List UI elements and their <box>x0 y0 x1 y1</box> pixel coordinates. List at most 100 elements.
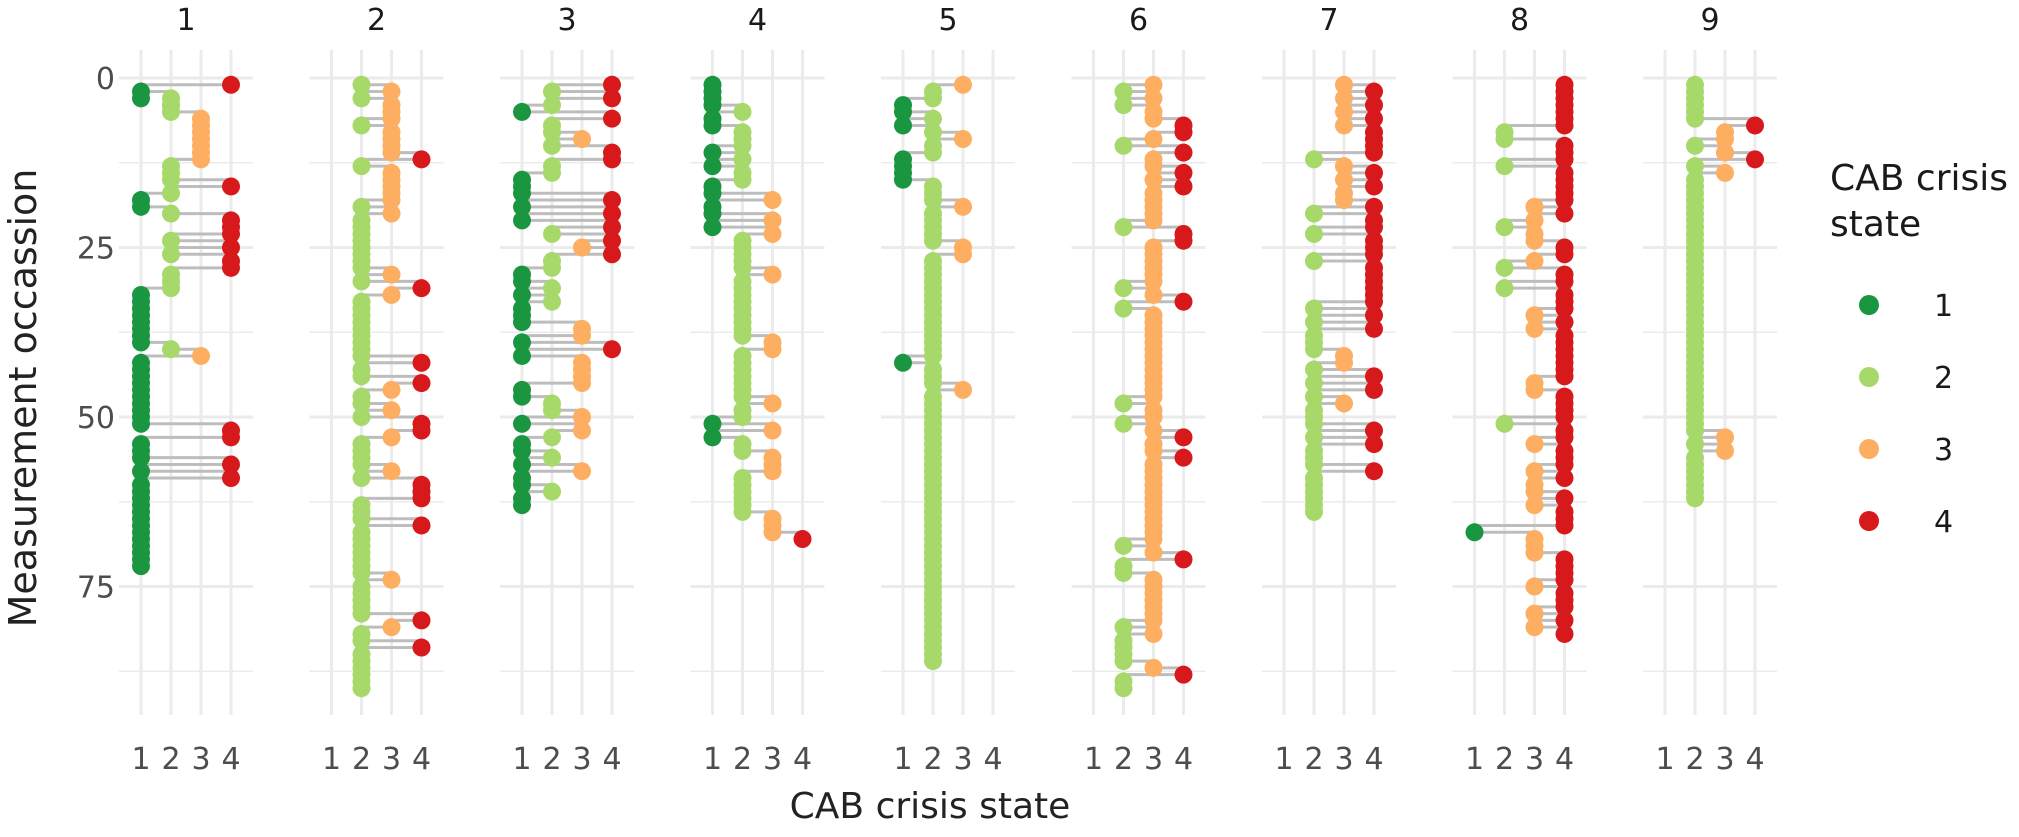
data-point <box>1144 157 1163 176</box>
y-tick-label: 50 <box>77 401 115 436</box>
x-axis-title: CAB crisis state <box>790 786 1071 827</box>
data-point <box>1114 679 1133 698</box>
data-point <box>352 367 371 386</box>
facet-label: 7 <box>1319 3 1338 38</box>
x-tick-label: 3 <box>1525 742 1544 777</box>
data-point <box>1525 604 1544 623</box>
x-tick-label: 4 <box>1745 742 1764 777</box>
data-point <box>603 245 621 264</box>
data-point <box>1144 611 1163 630</box>
x-tick-label: 4 <box>221 742 240 777</box>
data-point <box>924 109 942 128</box>
data-point <box>132 448 150 467</box>
x-tick-label: 4 <box>983 742 1002 777</box>
x-tick-label: 3 <box>763 742 782 777</box>
data-point <box>412 489 431 508</box>
x-tick-label: 1 <box>1084 742 1103 777</box>
data-point <box>352 408 371 426</box>
x-tick-label: 4 <box>1364 742 1383 777</box>
data-point <box>222 238 240 257</box>
data-point <box>1335 89 1353 108</box>
data-point <box>1174 123 1193 142</box>
data-point <box>1716 441 1734 460</box>
data-point <box>1525 231 1544 250</box>
data-point <box>703 184 722 203</box>
data-point <box>382 285 401 304</box>
data-point <box>1555 191 1574 210</box>
data-point <box>1746 150 1764 169</box>
data-point <box>1174 163 1193 182</box>
data-point <box>513 197 531 216</box>
data-point <box>162 340 180 359</box>
data-point <box>1144 211 1163 230</box>
data-point <box>1555 455 1574 474</box>
data-point <box>222 258 240 277</box>
data-point <box>1555 245 1574 264</box>
data-point <box>132 89 150 108</box>
data-point <box>1716 163 1734 182</box>
data-point <box>733 502 752 521</box>
data-point <box>543 224 561 243</box>
data-point <box>924 89 942 108</box>
data-point <box>733 441 752 460</box>
data-point <box>1305 414 1323 433</box>
legend-swatch <box>1859 295 1879 315</box>
x-tick-label: 2 <box>1495 742 1514 777</box>
data-point <box>352 394 371 413</box>
data-point <box>1746 116 1764 135</box>
facet-label: 9 <box>1700 3 1719 38</box>
data-point <box>703 143 722 162</box>
data-point <box>954 245 972 264</box>
legend-title: state <box>1830 204 1921 245</box>
data-point <box>1555 611 1574 630</box>
x-tick-label: 1 <box>893 742 912 777</box>
data-point <box>1365 96 1383 115</box>
data-point <box>924 231 942 250</box>
x-tick-label: 2 <box>923 742 942 777</box>
data-point <box>1114 618 1133 637</box>
data-point <box>1365 143 1383 162</box>
data-point <box>1555 204 1574 223</box>
data-point <box>954 380 972 399</box>
data-point <box>1305 252 1323 271</box>
data-point <box>513 455 531 474</box>
facet-labels: 1 2 3 4 5 6 7 8 9 <box>176 3 1719 38</box>
data-point <box>543 163 561 182</box>
data-point <box>543 96 561 115</box>
data-point <box>1144 421 1163 440</box>
legend-label: 2 <box>1934 361 1953 396</box>
data-point <box>1365 163 1383 182</box>
x-tick-label: 1 <box>1274 742 1293 777</box>
data-point <box>1525 252 1544 271</box>
data-point <box>352 679 371 698</box>
data-point <box>132 557 150 576</box>
data-point <box>1365 82 1383 101</box>
data-point <box>894 353 912 372</box>
data-point <box>1555 597 1574 616</box>
facet-label: 3 <box>557 3 576 38</box>
data-point <box>1144 130 1163 149</box>
data-point <box>412 638 431 657</box>
data-point <box>603 150 621 169</box>
data-point <box>1525 197 1544 216</box>
data-point <box>703 96 722 115</box>
data-point <box>412 279 431 298</box>
data-point <box>1114 652 1133 671</box>
data-point <box>222 455 240 474</box>
data-point <box>1144 530 1163 549</box>
data-point <box>352 455 371 474</box>
data-point <box>733 258 752 277</box>
data-point <box>412 150 431 169</box>
data-point <box>924 143 942 162</box>
data-point <box>1365 197 1383 216</box>
x-tick-label: 3 <box>1144 742 1163 777</box>
data-point <box>132 462 150 481</box>
data-point <box>733 136 752 155</box>
data-point <box>543 279 561 298</box>
data-point <box>763 462 782 481</box>
data-point <box>1555 367 1574 386</box>
data-point <box>162 279 180 298</box>
facet-label: 8 <box>1510 3 1529 38</box>
data-point <box>132 414 150 433</box>
data-point <box>573 130 591 149</box>
